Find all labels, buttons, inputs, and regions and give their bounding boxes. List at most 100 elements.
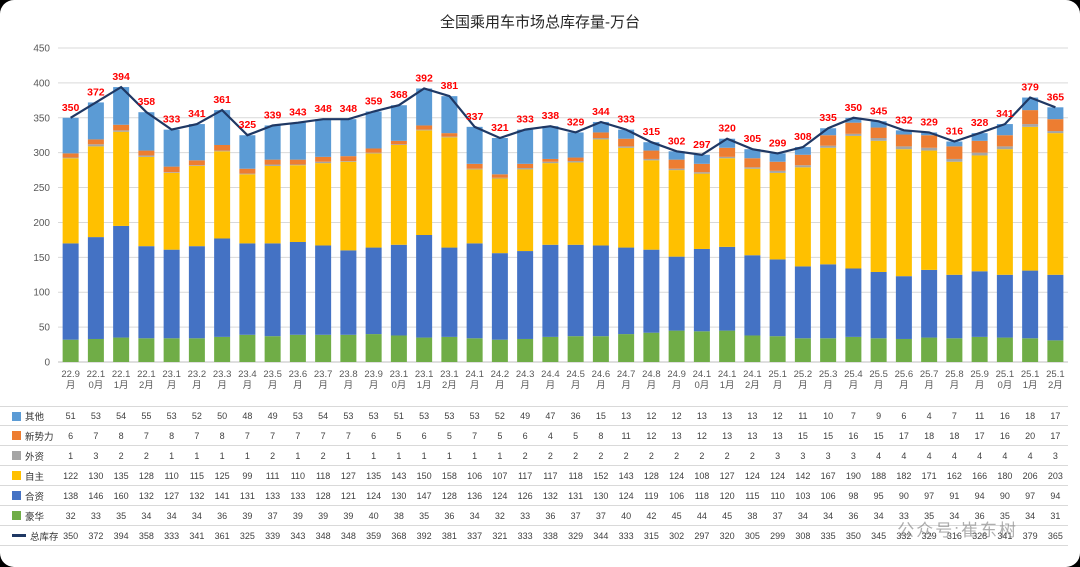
total-value-label: 302 bbox=[668, 135, 686, 147]
table-cell: 4 bbox=[891, 446, 917, 466]
table-cell: 39 bbox=[234, 506, 260, 526]
table-cell: 4 bbox=[992, 446, 1018, 466]
table-cell: 34 bbox=[184, 506, 210, 526]
bar-segment-豪华 bbox=[87, 338, 104, 362]
bar-segment-豪华 bbox=[264, 336, 281, 362]
table-cell: 2 bbox=[613, 446, 639, 466]
table-cell: 32 bbox=[58, 506, 84, 526]
bar-segment-豪华 bbox=[870, 338, 887, 362]
table-cell: 13 bbox=[739, 406, 765, 426]
bar-segment-其他 bbox=[845, 117, 862, 123]
table-cell: 8 bbox=[588, 426, 614, 446]
table-cell: 15 bbox=[588, 406, 614, 426]
table-cell: 15 bbox=[790, 426, 816, 446]
legend-swatch-icon bbox=[12, 491, 21, 500]
table-cell: 4 bbox=[866, 446, 892, 466]
table-cell: 94 bbox=[1042, 486, 1068, 506]
bar-segment-豪华 bbox=[239, 334, 256, 362]
table-cell: 6 bbox=[361, 426, 387, 446]
table-cell: 1 bbox=[184, 446, 210, 466]
series-label-自主: 自主 bbox=[0, 466, 58, 486]
table-cell: 94 bbox=[967, 486, 993, 506]
table-cell: 52 bbox=[487, 406, 513, 426]
table-cell: 12 bbox=[765, 406, 791, 426]
bar-segment-外资 bbox=[214, 150, 231, 152]
x-axis-label: 24.2 月 bbox=[491, 369, 510, 391]
stacked-bar-line-chart: 0 50 100 150 200 250 300 350 400 450 22.9 月 22.1 0月 22… bbox=[33, 44, 1068, 391]
bar-segment-自主 bbox=[668, 170, 685, 257]
table-cell: 117 bbox=[512, 466, 538, 486]
table-cell: 108 bbox=[689, 466, 715, 486]
bar-segment-豪华 bbox=[618, 334, 635, 362]
bar-segment-合资 bbox=[693, 248, 710, 332]
table-cell: 34 bbox=[790, 506, 816, 526]
table-cell: 203 bbox=[1042, 466, 1068, 486]
table-cell: 316 bbox=[941, 526, 967, 546]
bar-segment-自主 bbox=[239, 174, 256, 244]
bar-segment-其他 bbox=[567, 132, 584, 158]
bar-segment-其他 bbox=[315, 119, 332, 157]
table-cell: 2 bbox=[310, 446, 336, 466]
bar-segment-其他 bbox=[491, 138, 508, 175]
table-cell: 2 bbox=[638, 446, 664, 466]
table-cell: 33 bbox=[83, 506, 109, 526]
bar-segment-豪华 bbox=[214, 336, 231, 362]
bar-segment-外资 bbox=[441, 136, 458, 138]
table-cell: 7 bbox=[184, 426, 210, 446]
table-cell: 4 bbox=[916, 446, 942, 466]
bar-segment-外资 bbox=[870, 138, 887, 141]
bar-segment-合资 bbox=[416, 235, 433, 338]
table-cell: 5 bbox=[563, 426, 589, 446]
table-cell: 40 bbox=[361, 506, 387, 526]
x-axis-label: 23.1 0月 bbox=[390, 369, 409, 391]
table-cell: 133 bbox=[285, 486, 311, 506]
table-cell: 1 bbox=[487, 446, 513, 466]
x-axis-label: 25.3 月 bbox=[819, 369, 838, 391]
x-axis-label: 25.2 月 bbox=[794, 369, 813, 391]
bar-segment-外资 bbox=[62, 157, 79, 159]
x-axis-label: 25.4 月 bbox=[844, 369, 863, 391]
x-axis-label: 23.9 月 bbox=[364, 369, 383, 391]
total-value-label: 321 bbox=[491, 122, 509, 134]
bar-segment-豪华 bbox=[390, 335, 407, 362]
bar-segment-新势力 bbox=[163, 166, 180, 173]
table-cell: 18 bbox=[916, 426, 942, 446]
bar-segment-其他 bbox=[946, 141, 963, 147]
bar-segment-外资 bbox=[491, 177, 508, 179]
table-cell: 1 bbox=[411, 446, 437, 466]
series-label-其他: 其他 bbox=[0, 406, 58, 426]
bar-segment-豪华 bbox=[744, 335, 761, 362]
total-value-label: 372 bbox=[87, 86, 105, 98]
x-axis-label: 22.9 月 bbox=[61, 369, 80, 391]
table-cell: 1 bbox=[436, 446, 462, 466]
total-value-label: 365 bbox=[1047, 91, 1065, 103]
x-axis-label: 24.8 月 bbox=[642, 369, 661, 391]
bar-segment-豪华 bbox=[138, 338, 155, 362]
table-cell: 7 bbox=[260, 426, 286, 446]
table-cell: 348 bbox=[335, 526, 361, 546]
table-cell: 34 bbox=[866, 506, 892, 526]
total-value-label: 338 bbox=[542, 110, 560, 122]
x-axis-label: 25.6 月 bbox=[895, 369, 914, 391]
bar-segment-合资 bbox=[542, 244, 559, 337]
bar-segment-豪华 bbox=[1047, 340, 1064, 362]
table-cell: 16 bbox=[992, 426, 1018, 446]
bar-segment-其他 bbox=[820, 128, 837, 136]
bar-segment-合资 bbox=[491, 253, 508, 340]
bar-segment-其他 bbox=[971, 133, 988, 141]
table-cell: 4 bbox=[941, 446, 967, 466]
table-cell: 1 bbox=[209, 446, 235, 466]
bar-segment-自主 bbox=[416, 130, 433, 236]
bar-segment-自主 bbox=[517, 169, 534, 252]
bar-segment-合资 bbox=[845, 268, 862, 337]
table-cell: 39 bbox=[285, 506, 311, 526]
table-cell: 341 bbox=[184, 526, 210, 546]
bar-segment-合资 bbox=[921, 269, 938, 338]
table-cell: 128 bbox=[436, 486, 462, 506]
table-cell: 110 bbox=[765, 486, 791, 506]
bar-segment-豪华 bbox=[113, 337, 130, 362]
table-cell: 131 bbox=[563, 486, 589, 506]
bar-segment-合资 bbox=[365, 247, 382, 335]
table-cell: 8 bbox=[108, 426, 134, 446]
series-name: 豪华 bbox=[25, 511, 45, 523]
